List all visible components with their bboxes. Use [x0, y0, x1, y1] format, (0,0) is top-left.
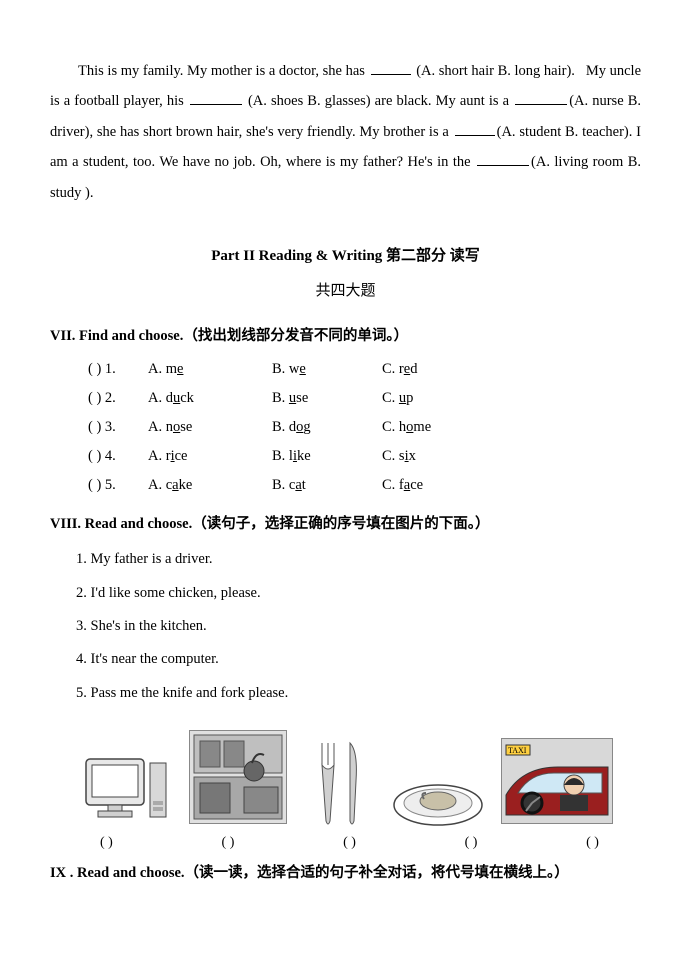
fork-knife-icon — [302, 737, 376, 829]
answer-paren[interactable]: ( ) 4. — [88, 442, 148, 471]
paren-slot[interactable]: ( ) — [222, 835, 235, 851]
vii-row: ( ) 3.A. noseB. dogC. home — [50, 413, 641, 442]
passage-opt2: (A. shoes B. glasses) are black. — [248, 93, 432, 109]
viii-sentence: 4. It's near the computer. — [76, 643, 641, 676]
viii-sentence: 5. Pass me the knife and fork please. — [76, 677, 641, 710]
part2-title: Part II Reading & Writing 第二部分 读写 — [50, 244, 641, 265]
option-c: C. red — [382, 355, 482, 384]
answer-paren[interactable]: ( ) 1. — [88, 355, 148, 384]
vii-row: ( ) 2.A. duckB. useC. up — [50, 384, 641, 413]
vii-table: ( ) 1.A. meB. weC. red( ) 2.A. duckB. us… — [50, 355, 641, 500]
option-b: B. use — [272, 384, 382, 413]
section-viii-header: VIII. Read and choose.（读句子，选择正确的序号填在图片的下… — [50, 512, 641, 533]
option-a: A. cake — [148, 471, 272, 500]
viii-sentence: 3. She's in the kitchen. — [76, 610, 641, 643]
option-c: C. up — [382, 384, 482, 413]
kitchen-icon — [190, 731, 286, 823]
paren-slot[interactable]: ( ) — [100, 835, 113, 851]
paren-slot[interactable]: ( ) — [343, 835, 356, 851]
section-ix-header: IX . Read and choose.（读一读，选择合适的句子补全对话，将代… — [50, 861, 641, 882]
answer-paren[interactable]: ( ) 5. — [88, 471, 148, 500]
viii-sentence-list: 1. My father is a driver.2. I'd like som… — [50, 543, 641, 710]
option-a: A. me — [148, 355, 272, 384]
vii-row: ( ) 5.A. cakeB. catC. face — [50, 471, 641, 500]
taxi-driver-icon: TAXI — [502, 739, 612, 823]
option-b: B. dog — [272, 413, 382, 442]
image-cutlery — [302, 737, 376, 829]
blank-5[interactable] — [477, 165, 529, 166]
option-c: C. six — [382, 442, 482, 471]
image-kitchen — [189, 730, 287, 829]
computer-icon — [78, 753, 174, 829]
vii-row: ( ) 1.A. meB. weC. red — [50, 355, 641, 384]
blank-4[interactable] — [455, 135, 495, 136]
image-plate — [390, 769, 486, 829]
blank-3[interactable] — [515, 104, 567, 105]
blank-2[interactable] — [190, 104, 242, 105]
paren-slot[interactable]: ( ) — [586, 835, 599, 851]
option-a: A. duck — [148, 384, 272, 413]
image-row: TAXI — [50, 730, 641, 829]
viii-sentence: 2. I'd like some chicken, please. — [76, 577, 641, 610]
chicken-plate-icon — [390, 769, 486, 829]
svg-text:TAXI: TAXI — [508, 746, 527, 755]
option-a: A. rice — [148, 442, 272, 471]
passage-seg3: My aunt is a — [436, 93, 510, 109]
blank-1[interactable] — [371, 74, 411, 75]
option-c: C. home — [382, 413, 482, 442]
section-vii-header: VII. Find and choose.（找出划线部分发音不同的单词。） — [50, 324, 641, 345]
passage-opt1: (A. short hair B. long hair). — [416, 63, 575, 79]
option-b: B. like — [272, 442, 382, 471]
part2-subtitle: 共四大题 — [50, 279, 641, 300]
viii-sentence: 1. My father is a driver. — [76, 543, 641, 576]
option-a: A. nose — [148, 413, 272, 442]
image-answer-row: ( ) ( ) ( ) ( ) ( ) — [50, 835, 641, 851]
answer-paren[interactable]: ( ) 3. — [88, 413, 148, 442]
option-b: B. we — [272, 355, 382, 384]
answer-paren[interactable]: ( ) 2. — [88, 384, 148, 413]
cloze-passage: This is my family. My mother is a doctor… — [50, 56, 641, 208]
image-computer — [78, 753, 174, 829]
option-c: C. face — [382, 471, 482, 500]
option-b: B. cat — [272, 471, 382, 500]
passage-seg1: This is my family. My mother is a doctor… — [78, 63, 365, 79]
vii-row: ( ) 4.A. riceB. likeC. six — [50, 442, 641, 471]
image-taxi: TAXI — [501, 738, 613, 829]
paren-slot[interactable]: ( ) — [465, 835, 478, 851]
